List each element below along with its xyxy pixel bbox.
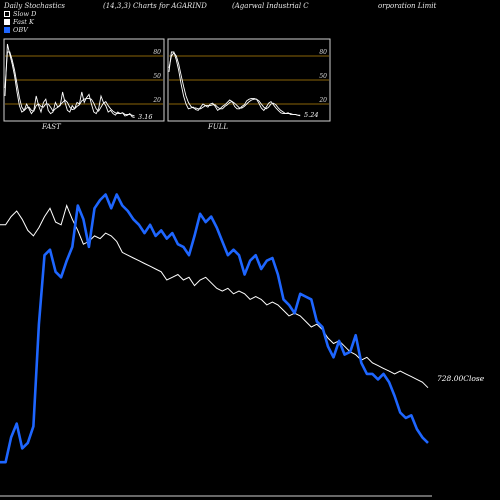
full-last-value: 5.24 <box>304 111 318 119</box>
full-tick-label-80: 80 <box>319 49 327 56</box>
chart-header-company-cont: orporation Limit <box>378 2 437 10</box>
legend-label-slow-d: Slow D <box>13 10 37 18</box>
fast-panel-label: FAST <box>41 123 62 131</box>
chart-header-title: Daily Stochastics <box>4 2 66 10</box>
full-panel: 80 50 20 5.24 FULL <box>167 38 331 131</box>
legend-item-slow-d: Slow D <box>4 10 36 18</box>
full-panel-label: FULL <box>207 123 228 131</box>
legend-item-obv: OBV <box>4 26 36 34</box>
legend-swatch-obv <box>4 27 10 33</box>
legend-swatch-fast-k <box>4 19 10 25</box>
fast-panel: 80 50 20 3.16 FAST <box>3 38 165 131</box>
legend-item-fast-k: Fast K <box>4 18 36 26</box>
fast-tick-label-80: 80 <box>153 49 161 56</box>
full-tick-label-50: 50 <box>319 73 327 80</box>
fast-panel-frame <box>3 38 165 122</box>
full-tick-label-20: 20 <box>318 97 327 104</box>
fast-last-value: 3.16 <box>138 113 152 121</box>
legend-swatch-slow-d <box>4 11 10 17</box>
full-d-line <box>168 52 301 116</box>
fast-tick-label-50: 50 <box>153 73 161 80</box>
fast-d-line <box>4 51 135 117</box>
legend: Slow D Fast K OBV <box>4 10 36 34</box>
main-price-obv-plot: 728.00Close <box>0 193 485 497</box>
fast-k-line <box>4 43 135 118</box>
fast-tick-label-20: 20 <box>152 97 161 104</box>
close-price-line <box>0 203 429 389</box>
obv-line <box>0 193 429 464</box>
chart-header-symbol: (14,3,3) Charts for AGARIND <box>103 2 207 10</box>
full-panel-frame <box>167 38 331 122</box>
close-price-label: 728.00Close <box>437 374 485 383</box>
full-k-line <box>168 51 301 117</box>
chart-header-company: (Agarwal Industrial C <box>232 2 309 10</box>
legend-label-obv: OBV <box>13 26 28 34</box>
legend-label-fast-k: Fast K <box>13 18 34 26</box>
